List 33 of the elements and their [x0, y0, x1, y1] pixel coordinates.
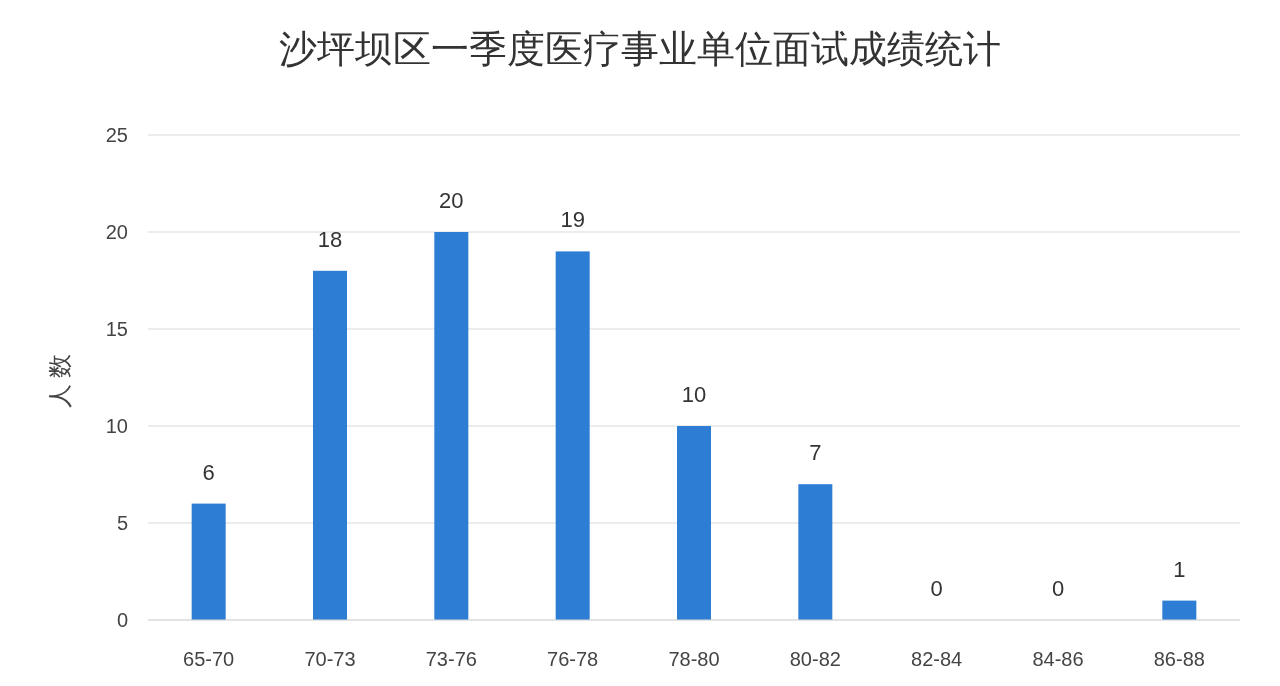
- data-label: 0: [930, 576, 943, 601]
- data-label: 1: [1173, 556, 1186, 582]
- bar: [313, 270, 347, 620]
- x-tick-label: 76-78: [547, 648, 599, 670]
- y-tick-label: 15: [105, 318, 128, 340]
- bar: [434, 232, 469, 620]
- bar: [798, 484, 833, 620]
- chart-title: 沙坪坝区一季度医疗事业单位面试成绩统计: [279, 28, 1001, 70]
- y-tick-label: 5: [116, 512, 128, 534]
- bar: [677, 426, 711, 620]
- bar: [555, 251, 590, 620]
- data-label: 7: [809, 440, 822, 466]
- data-label: 19: [560, 207, 585, 233]
- y-axis-title: 人数: [46, 347, 73, 408]
- x-tick-label: 73-76: [425, 648, 477, 670]
- y-tick-label: 25: [105, 124, 128, 146]
- x-tick-label: 86-88: [1153, 648, 1205, 670]
- x-tick-label: 70-73: [304, 648, 356, 670]
- data-label: 10: [681, 382, 707, 407]
- x-tick-label: 78-80: [668, 648, 720, 670]
- y-tick-label: 10: [105, 415, 128, 437]
- bar: [191, 503, 226, 620]
- data-label: 20: [439, 188, 464, 213]
- data-label: 6: [202, 459, 215, 485]
- y-tick-label: 20: [105, 221, 128, 243]
- x-tick-label: 84-86: [1032, 648, 1084, 670]
- bar: [1162, 600, 1197, 620]
- x-tick-label: 80-82: [789, 648, 841, 670]
- x-tick-label: 82-84: [911, 648, 963, 670]
- x-tick-label: 65-70: [183, 648, 235, 670]
- data-label: 0: [1051, 576, 1065, 601]
- data-label: 18: [317, 226, 343, 252]
- y-tick-label: 0: [116, 609, 128, 631]
